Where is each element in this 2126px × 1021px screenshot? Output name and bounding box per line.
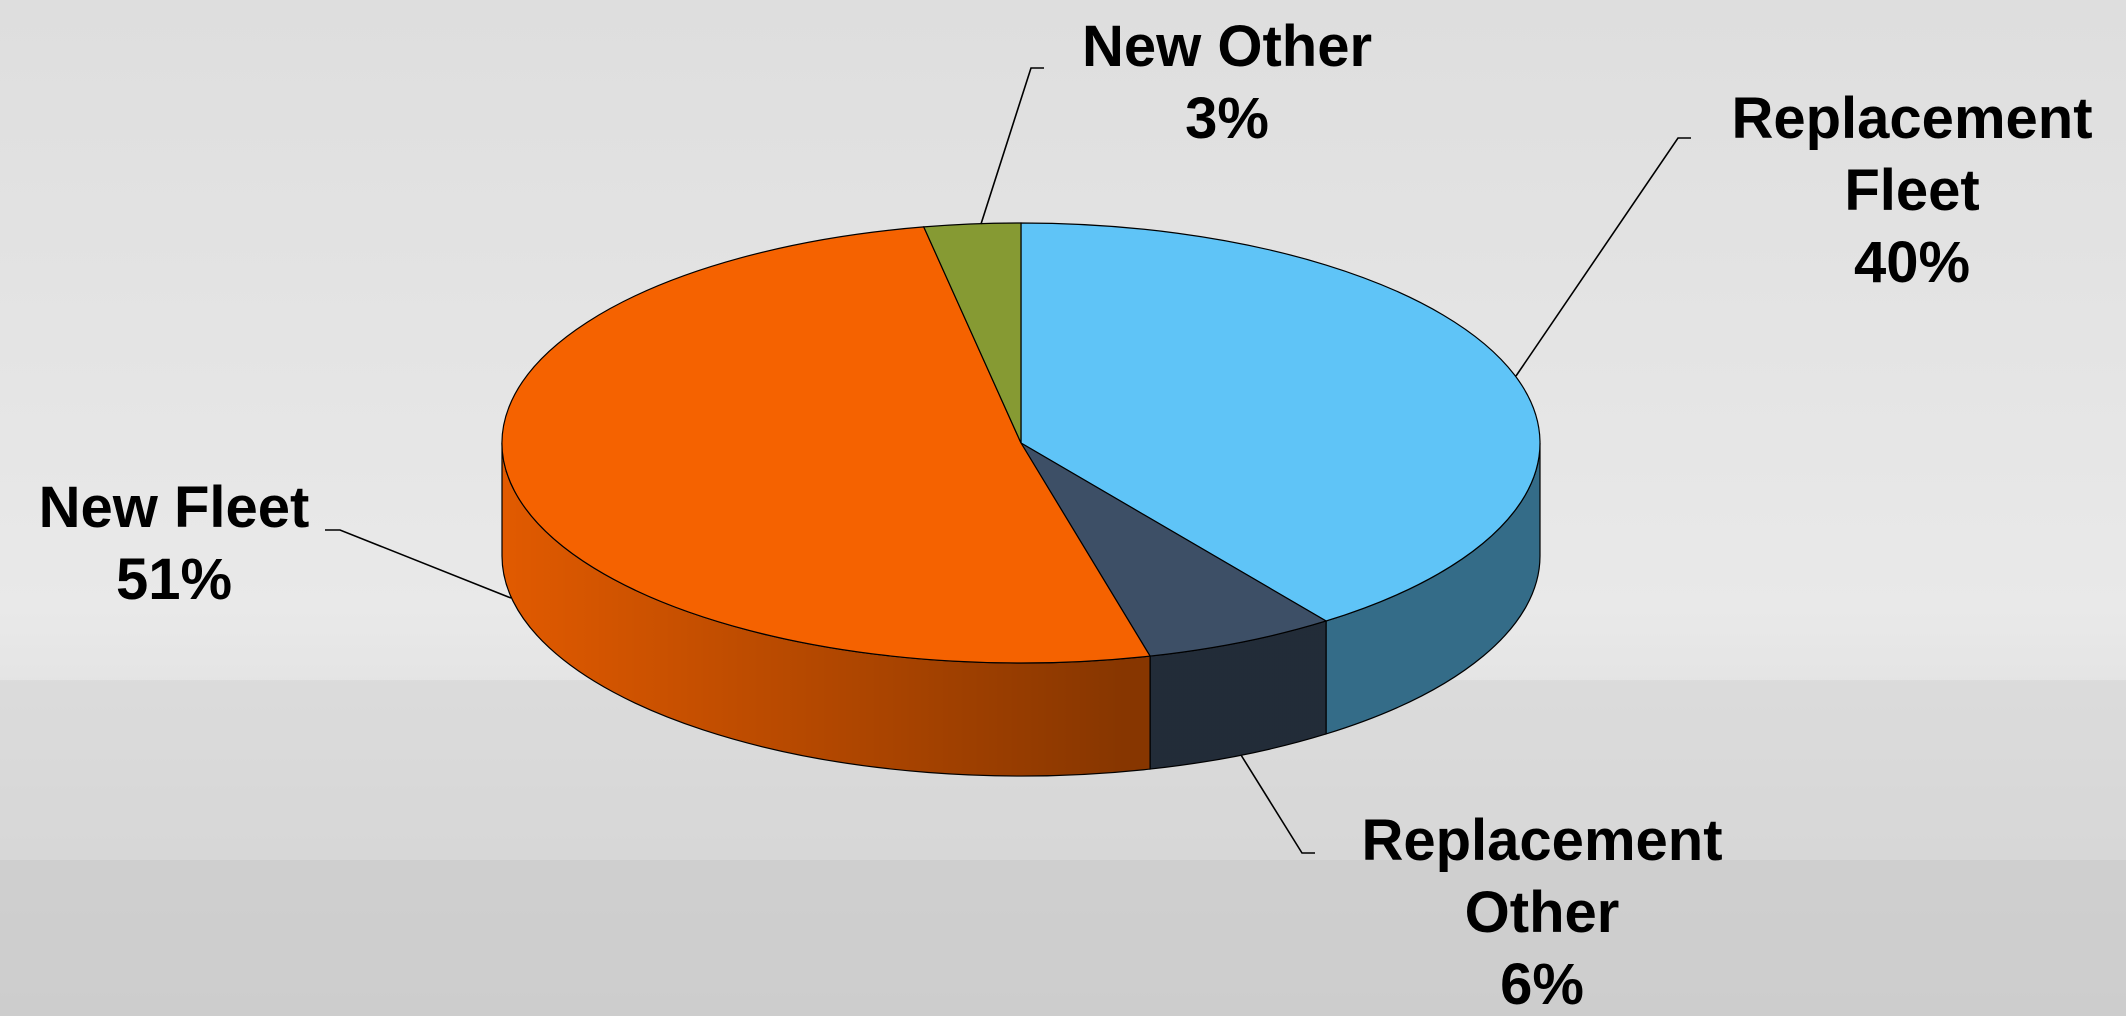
pie-slice — [1020, 442, 1328, 657]
pie — [501, 222, 1541, 777]
leader-line — [1240, 754, 1315, 854]
category-name: Replacement Fleet — [1731, 86, 2093, 223]
slice-label: New Fleet 51% — [24, 472, 324, 616]
leader-line — [980, 67, 1044, 225]
value-label: 3% — [1185, 86, 1269, 151]
background-city — [0, 860, 2126, 1016]
value-label: 40% — [1853, 230, 1971, 295]
leader-lines — [325, 67, 1691, 854]
slice-label: Replacement Fleet 40% — [1702, 83, 2122, 299]
pie-slice — [922, 222, 1022, 444]
value-label: 51% — [115, 547, 233, 612]
value-label: 6% — [1500, 952, 1584, 1017]
slice-label: Replacement Other 6% — [1332, 805, 1752, 1021]
leader-line — [1515, 137, 1691, 377]
category-name: Replacement Other — [1361, 808, 1723, 945]
pie-slice — [1020, 222, 1541, 622]
pie-slice — [501, 226, 1152, 664]
slice-label: New Other 3% — [1057, 11, 1397, 155]
category-name: New Fleet — [38, 475, 310, 540]
leader-line — [325, 529, 512, 599]
category-name: New Other — [1081, 14, 1373, 79]
